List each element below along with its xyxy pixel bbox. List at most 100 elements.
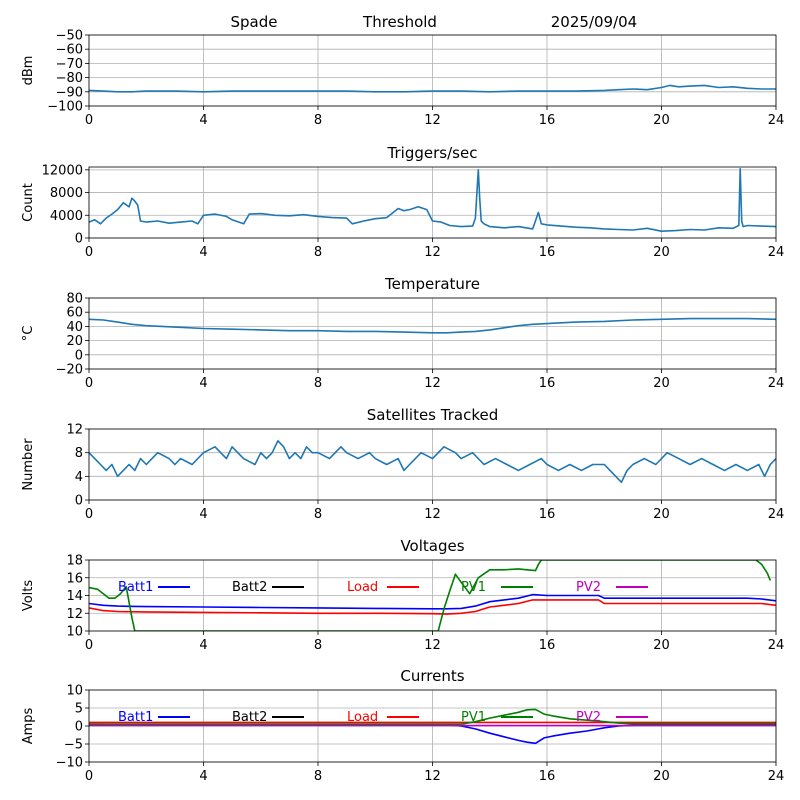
legend-label: PV2 [576,710,601,725]
x-tick-label: 20 [653,507,670,522]
x-tick-label: 12 [424,245,441,260]
series-line-pv1 [89,708,776,726]
legend-label: PV2 [576,580,601,595]
x-tick-label: 16 [539,769,556,784]
x-tick-label: 20 [653,769,670,784]
legend-label: Load [347,710,378,725]
y-tick-label: 16 [66,571,83,586]
x-tick-label: 20 [653,113,670,128]
x-tick-label: 4 [199,113,207,128]
y-tick-label: 10 [66,625,83,640]
series-line-dbm [89,84,776,93]
y-axis-label: Number [21,438,36,491]
chart-title: Temperature [384,275,480,293]
y-tick-label: 4 [75,470,83,485]
chart-satellites: 0 4 8 12 16 20 24 0 4 8 12 Satellites Tracked Number [21,406,784,522]
x-tick-label: 0 [85,113,93,128]
y-tick-label: −50 [56,29,83,44]
date-label: 2025/09/04 [551,13,637,31]
y-tick-label: 12 [66,607,83,622]
chart-currents: 0 4 8 12 16 20 24 −10 −5 0 5 10 Currents Amps Batt1 Bat… [21,667,784,784]
legend-label: Batt2 [232,580,267,595]
y-tick-label: −60 [56,43,83,58]
legend-label: Batt2 [232,710,267,725]
x-tick-label: 12 [424,769,441,784]
chart-title: Triggers/sec [387,144,478,162]
legend-label: PV1 [461,580,486,595]
series-line-pv1 [89,560,772,631]
x-tick-label: 0 [85,638,93,653]
x-tick-label: 4 [199,769,207,784]
x-tick-label: 20 [653,245,670,260]
x-tick-label: 0 [85,507,93,522]
y-tick-label: 0 [75,348,83,363]
y-tick-label: 12 [66,423,83,438]
x-tick-label: 4 [199,507,207,522]
y-tick-label: 20 [66,334,83,349]
y-tick-label: 8000 [50,186,83,201]
x-tick-label: 16 [539,638,556,653]
y-axis-label: Amps [21,707,36,744]
x-tick-label: 8 [314,245,322,260]
x-tick-label: 8 [314,113,322,128]
x-tick-label: 4 [199,245,207,260]
y-axis-label: Volts [21,580,36,612]
x-tick-label: 16 [539,376,556,391]
x-tick-label: 24 [768,245,785,260]
x-tick-label: 20 [653,376,670,391]
x-tick-label: 4 [199,638,207,653]
y-tick-label: −80 [56,71,83,86]
x-tick-label: 24 [768,769,785,784]
series-line-load [89,599,776,615]
x-tick-label: 20 [653,638,670,653]
y-tick-label: −20 [56,363,83,378]
x-tick-label: 8 [314,507,322,522]
y-axis-label: Count [21,183,36,222]
y-tick-label: 10 [66,684,83,699]
y-tick-label: −100 [47,100,83,115]
legend-label: Batt1 [118,710,153,725]
x-tick-label: 16 [539,245,556,260]
legend-label: Batt1 [118,580,153,595]
y-tick-label: 12000 [42,163,83,178]
y-tick-label: −70 [56,57,83,72]
series-line-satellites [89,439,776,484]
x-tick-label: 8 [314,376,322,391]
y-tick-label: 40 [66,320,83,335]
x-tick-label: 24 [768,507,785,522]
y-axis-label: °C [21,326,36,342]
y-tick-label: 18 [66,554,83,569]
y-tick-label: 4000 [50,209,83,224]
chart-triggers: 0 4 8 12 16 20 24 0 4000 8000 12000 Triggers/sec Cou… [21,144,784,260]
x-tick-label: 8 [314,638,322,653]
chart-dbm: 0 4 8 12 16 20 24 −100−90−80−70−60−50 dBm [21,29,784,129]
y-tick-label: 0 [75,232,83,247]
chart-title: Voltages [400,537,464,555]
x-tick-label: 12 [424,113,441,128]
series-line-temperature [89,317,776,334]
y-tick-label: 0 [75,494,83,509]
y-tick-label: 80 [66,292,83,307]
chart-voltages: 0 4 8 12 16 20 24 10 12 14 16 18 Voltages Volts Batt1 B… [21,537,784,653]
x-tick-label: 0 [85,245,93,260]
x-tick-label: 16 [539,113,556,128]
series-line-triggers [89,167,776,232]
legend-label: PV1 [461,710,486,725]
y-tick-label: 0 [75,720,83,735]
x-tick-label: 0 [85,376,93,391]
series-line-batt1 [89,593,776,610]
y-tick-label: 5 [75,702,83,717]
x-tick-label: 24 [768,638,785,653]
y-tick-label: −5 [64,738,83,753]
station-name: Spade [231,13,278,31]
x-tick-label: 24 [768,113,785,128]
x-tick-label: 16 [539,507,556,522]
x-tick-label: 24 [768,376,785,391]
mode-label: Threshold [362,13,437,31]
x-tick-label: 12 [424,376,441,391]
x-tick-label: 8 [314,769,322,784]
legend-label: Load [347,580,378,595]
